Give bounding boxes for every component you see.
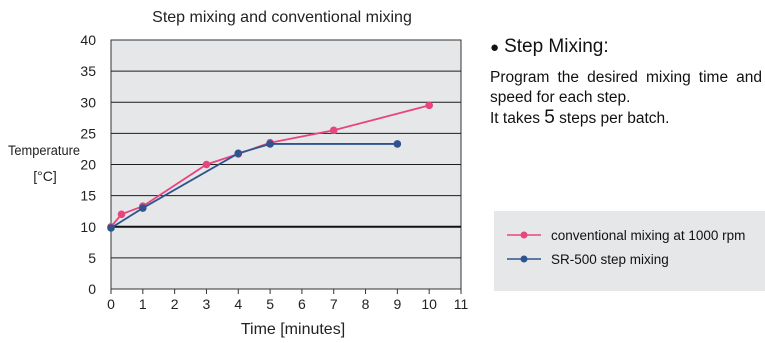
x-tick-label: 4 <box>234 296 242 312</box>
x-tick-label: 5 <box>266 296 274 312</box>
steps-count: 5 <box>544 107 555 128</box>
info-line2-pre: It takes <box>490 110 540 127</box>
y-axis-label: Temperature <box>8 143 80 158</box>
info-panel: ● Step Mixing: Program the desired mixing… <box>490 36 762 129</box>
data-point-1-4 <box>393 140 402 148</box>
data-point-0-3 <box>202 160 211 169</box>
x-tick-label: 3 <box>203 296 211 312</box>
legend-label-conventional: conventional mixing at 1000 rpm <box>551 227 746 243</box>
data-point-1-0 <box>107 224 115 232</box>
x-tick-label: 8 <box>362 296 370 312</box>
y-axis-unit: [°C] <box>33 168 57 184</box>
x-tick-label: 9 <box>393 296 401 312</box>
y-tick-label: 25 <box>80 125 96 141</box>
chart-title: Step mixing and conventional mixing <box>152 9 412 26</box>
y-axis: 0 5 10 15 20 25 30 35 40 <box>80 32 96 297</box>
y-tick-label: 5 <box>88 250 96 266</box>
y-tick-label: 20 <box>80 157 96 173</box>
legend: conventional mixing at 1000 rpm SR-500 s… <box>494 211 765 291</box>
series-group <box>107 101 433 232</box>
legend-item-step: SR-500 step mixing <box>506 249 669 269</box>
x-tick-label: 1 <box>139 296 147 312</box>
y-tick-label: 35 <box>80 63 96 79</box>
x-tick-label: 7 <box>330 296 338 312</box>
y-tick-label: 0 <box>88 281 96 297</box>
series-line-0 <box>110 104 430 228</box>
data-point-1-3 <box>266 140 274 148</box>
y-tick-label: 10 <box>80 219 96 235</box>
info-line2-post: steps per batch. <box>559 110 670 127</box>
bullet-icon: ● <box>490 39 500 56</box>
y-tick-label: 40 <box>80 32 96 48</box>
data-point-0-1 <box>117 210 126 219</box>
x-tick-label: 0 <box>107 296 115 312</box>
x-tick-label: 6 <box>298 296 306 312</box>
data-point-1-1 <box>139 204 147 212</box>
x-axis-label: Time [minutes] <box>241 321 345 338</box>
legend-marker-conventional <box>507 231 541 239</box>
chart: Step mixing and conventional mixing 0510… <box>8 9 468 338</box>
x-tick-label: 11 <box>454 296 469 312</box>
data-point-1-2 <box>234 149 243 158</box>
y-tick-label: 15 <box>80 188 96 204</box>
x-tick-label: 10 <box>421 296 437 312</box>
x-axis: 0 1 2 3 4 5 6 7 8 9 10 11 <box>107 289 468 312</box>
info-line1: Program the desired mixing time and spee… <box>490 69 762 106</box>
y-tick-label: 30 <box>80 94 96 110</box>
legend-label-step: SR-500 step mixing <box>551 251 669 267</box>
legend-marker-step <box>507 255 541 263</box>
info-heading-text: Step Mixing: <box>504 36 609 57</box>
data-point-0-6 <box>329 126 338 135</box>
info-description: Program the desired mixing time and spee… <box>490 68 762 129</box>
data-point-0-7 <box>425 101 433 110</box>
legend-item-conventional: conventional mixing at 1000 rpm <box>506 225 745 245</box>
info-heading: ● Step Mixing: <box>490 36 762 58</box>
x-tick-label: 2 <box>171 296 179 312</box>
